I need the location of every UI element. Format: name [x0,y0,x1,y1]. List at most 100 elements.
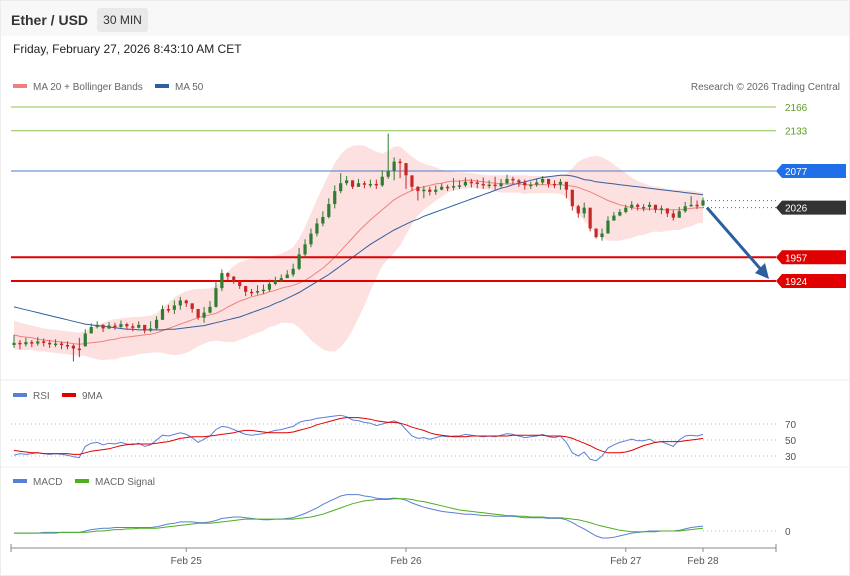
timeframe-badge[interactable]: 30 MIN [97,8,148,32]
candle-body [137,324,141,328]
candle-body [564,181,568,190]
candle-body [398,161,402,164]
candle-body [315,223,319,234]
candle-body [380,176,384,186]
candle-body [297,254,301,269]
candle-body [529,184,533,187]
candle-body [499,183,503,187]
candle-body [624,207,628,212]
resistance-label-2133: 2133 [785,127,808,138]
candle-body [291,268,295,275]
candle-body [83,333,87,347]
candle-body [327,204,331,218]
candle-body [386,170,390,177]
instrument-title: Ether / USD [11,12,89,28]
candle-body [642,206,646,209]
candle-body [445,186,450,189]
macd-signal-line [14,498,704,534]
candle-body [422,189,426,192]
candle-body [517,180,521,183]
candle-body [469,181,473,184]
candle-body [618,211,622,216]
candle-body [321,217,325,224]
candle-body [232,276,236,281]
candle-body [345,180,349,184]
candle-body [636,204,640,207]
candle-body [362,183,367,185]
credit: Research © 2026 Trading Central [691,82,840,93]
candle-body [493,184,497,187]
header-bar: Ether / USD 30 MIN [1,1,849,36]
candle-body [451,186,456,188]
candle-body [576,206,580,214]
candle-body [410,175,414,187]
candle-body [404,163,408,176]
candle-body [261,289,266,292]
current-price-tag [776,200,846,215]
candle-body [570,189,574,207]
candle-body [630,204,634,208]
rsi-guide-label-30: 30 [785,452,797,463]
x-tick-label: Feb 28 [687,556,719,567]
candle-body [149,328,153,331]
current-price-label: 2026 [785,204,808,215]
candle-body [249,291,254,294]
candle-body [505,178,509,184]
candle-body [65,344,70,347]
candle-body [113,325,117,328]
candle-body [226,273,230,277]
candle-body [440,186,444,190]
candle-body [558,181,563,185]
candle-body [59,343,64,346]
candle-body [677,211,681,218]
candle-body [659,208,664,210]
candle-body [208,306,212,313]
candle-body [683,206,687,212]
candle-body [190,303,194,310]
candle-body [107,325,111,329]
candle-body [333,191,337,205]
candle-body [220,273,224,289]
rsi-ma-line [13,417,704,455]
candle-body [428,189,432,192]
candle-body [612,215,616,221]
candle-body [279,278,283,281]
candle-body [255,291,260,293]
ma20-line [13,179,703,345]
candle-body [196,309,200,318]
support-tag-1957 [776,250,846,265]
projection-arrow-shaft [705,206,766,274]
candle-body [125,324,129,327]
candle-body [95,324,99,328]
candle-body [487,184,491,187]
candle-body [30,342,34,344]
candle-body [647,204,652,207]
candle-body [535,182,539,185]
x-tick-label: Feb 25 [171,556,203,567]
legend-macd: MACD [33,477,62,488]
candle-body [552,183,557,186]
legend-swatch-macd-signal [75,479,89,483]
legend-macd-signal: MACD Signal [95,477,155,488]
candle-body [582,207,586,214]
candle-body [89,327,93,334]
candle-body [701,200,705,206]
candle-body [143,324,147,331]
candle-body [356,183,361,187]
legend-swatch-ma20 [13,84,27,88]
x-tick-label: Feb 27 [610,556,642,567]
candle-body [42,341,46,343]
resistance-label-2166: 2166 [785,103,808,114]
candle-body [71,345,75,349]
candle-body [653,204,658,210]
candle-body [77,348,81,351]
legend-9ma: 9MA [82,391,103,402]
rsi-line [13,414,704,462]
candle-body [463,181,468,186]
candle-body [546,178,551,184]
candle-body [184,300,188,304]
candle-body [374,183,378,186]
candle-body [339,183,343,192]
candle-body [523,182,527,186]
candle-body [36,341,40,344]
